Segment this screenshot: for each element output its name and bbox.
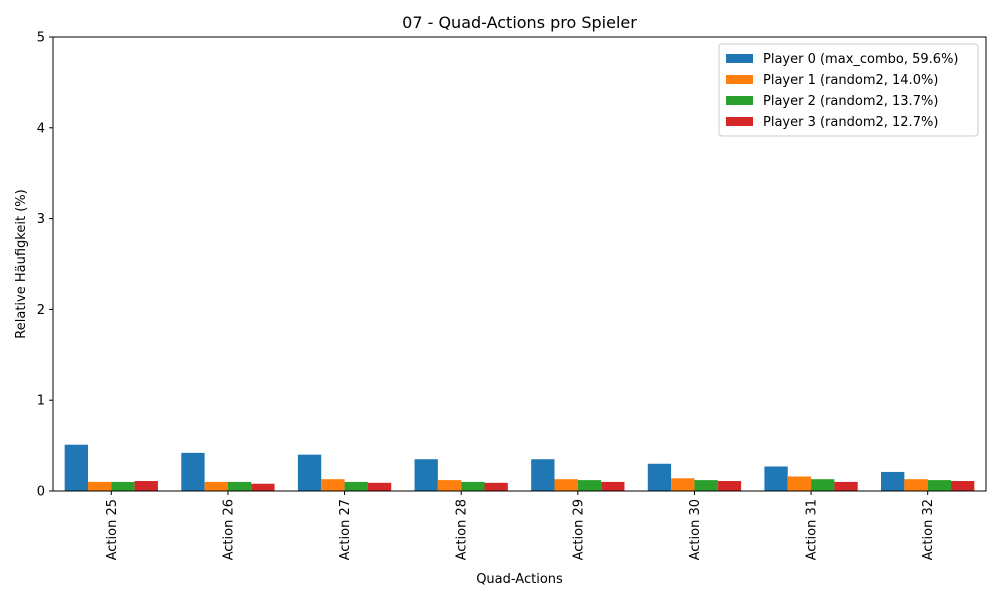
bar-series-1-8	[904, 479, 928, 491]
bar-series-2-1	[111, 481, 135, 491]
bar-series-1-6	[671, 478, 695, 491]
x-tick-label-8: Action 32	[921, 499, 936, 560]
legend: Player 0 (max_combo, 59.6%) Player 1 (ran…	[718, 43, 979, 137]
bar-series-0-2	[181, 452, 205, 491]
bar-series-1-5	[554, 479, 578, 491]
legend-swatch-3	[726, 117, 753, 126]
bar-series-0-1	[64, 444, 88, 491]
x-tick-label-7: Action 31	[805, 499, 820, 560]
bar-series-1-1	[87, 481, 112, 491]
legend-label-3: Player 3 (random2, 12.7%)	[763, 115, 938, 130]
legend-label-0: Player 0 (max_combo, 59.6%)	[763, 52, 959, 67]
bar-series-1-7	[787, 476, 812, 491]
legend-frame	[718, 43, 979, 137]
bar-series-0-3	[297, 454, 322, 491]
plot-frame	[52, 36, 987, 492]
x-tick-label-2: Action 26	[221, 499, 236, 560]
bar-series-2-6	[694, 480, 718, 491]
bar-series-3-8	[951, 481, 975, 491]
bar-series-3-7	[834, 481, 858, 491]
bar-series-3-4	[484, 482, 508, 491]
bar-series-3-6	[717, 481, 742, 491]
x-tick-label-5: Action 29	[571, 499, 586, 560]
bar-series-2-3	[344, 481, 368, 491]
chart-title: 07 - Quad-Actions pro Spieler	[402, 13, 637, 32]
legend-swatch-2	[726, 96, 753, 105]
bar-series-2-7	[811, 479, 835, 491]
bar-series-2-4	[461, 481, 485, 491]
x-tick-label-4: Action 28	[455, 499, 470, 560]
bar-series-0-7	[764, 466, 788, 491]
bar-series-0-8	[881, 471, 905, 491]
x-tick-label-1: Action 25	[105, 499, 120, 560]
y-tick-label-1: 1	[37, 394, 45, 409]
bar-series-3-5	[601, 481, 625, 491]
y-axis: 0 1 2 3 4 5	[37, 31, 53, 500]
bar-series-0-5	[531, 459, 555, 491]
bar-series-0-6	[647, 463, 672, 491]
bar-series-3-1	[134, 481, 158, 491]
y-tick-label-2: 2	[37, 303, 45, 318]
x-axis: Action 25 Action 26 Action 27 Action 28 Acti…	[105, 491, 936, 560]
x-tick-label-3: Action 27	[338, 499, 353, 560]
y-tick-label-3: 3	[37, 212, 45, 227]
legend-label-2: Player 2 (random2, 13.7%)	[763, 94, 938, 109]
y-tick-label-4: 4	[37, 121, 45, 136]
y-tick-label-5: 5	[37, 31, 45, 46]
x-axis-label: Quad-Actions	[476, 572, 563, 587]
bar-series-1-3	[321, 479, 345, 491]
legend-swatch-0	[726, 54, 753, 63]
x-tick-label-6: Action 30	[688, 499, 703, 560]
plot-area	[64, 444, 975, 491]
bar-series-2-2	[227, 481, 252, 491]
y-axis-label: Relative Häufigkeit (%)	[14, 189, 29, 338]
bar-series-3-3	[367, 482, 392, 491]
bar-series-1-4	[437, 480, 462, 491]
bar-series-2-5	[577, 480, 602, 491]
legend-label-1: Player 1 (random2, 14.0%)	[763, 73, 938, 88]
legend-swatch-1	[726, 75, 753, 84]
bar-series-2-8	[927, 480, 952, 491]
bar-series-1-2	[204, 481, 228, 491]
bar-series-3-2	[251, 483, 275, 491]
y-tick-label-0: 0	[37, 485, 45, 500]
bar-series-0-4	[414, 459, 438, 491]
